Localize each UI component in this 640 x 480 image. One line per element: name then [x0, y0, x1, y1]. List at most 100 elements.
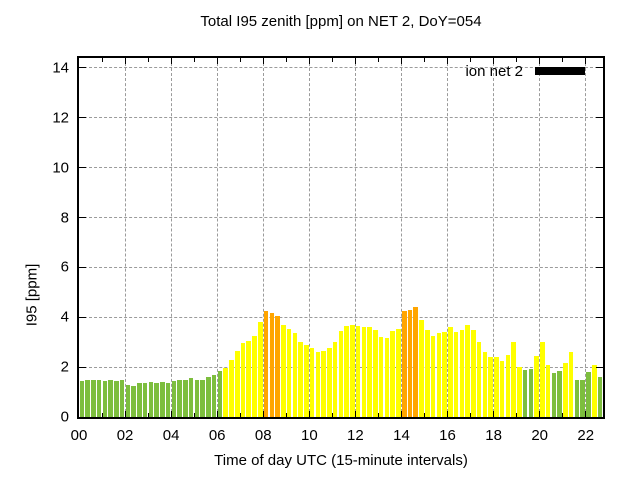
plot-area: ion net 2 I95 [ppm] [24, 56, 605, 419]
bar [96, 380, 102, 417]
x-tick-bottom [124, 411, 126, 417]
v-gridline [216, 58, 218, 417]
v-gridline [400, 58, 402, 417]
x-tick-top [147, 58, 149, 62]
x-tick-top [423, 58, 425, 62]
bar [373, 329, 378, 417]
y-tick-right [596, 67, 603, 69]
x-tick-top [562, 58, 564, 62]
bar [91, 379, 96, 417]
h-gridline [79, 67, 603, 69]
bar [142, 383, 148, 417]
x-tick-top [331, 58, 333, 62]
bar [298, 342, 303, 417]
y-tick-left [79, 316, 86, 318]
bar [281, 324, 286, 417]
bar [401, 311, 407, 417]
y-tick-left [79, 167, 86, 169]
x-tick-bottom [539, 411, 541, 417]
bar [338, 331, 344, 417]
x-axis-tick-label: 14 [393, 427, 410, 444]
x-axis-tick-label: 10 [300, 427, 318, 444]
x-tick-top [216, 58, 218, 64]
h-gridline [79, 117, 603, 119]
bar [286, 328, 292, 417]
bar [108, 380, 113, 417]
bar [563, 363, 568, 417]
x-tick-top [308, 58, 310, 64]
x-tick-top [170, 58, 172, 64]
x-tick-bottom [423, 413, 425, 417]
y-axis-tick-label: 10 [52, 159, 69, 177]
y-axis-tick-label: 8 [60, 209, 69, 227]
bar [263, 311, 269, 417]
bar [309, 348, 315, 417]
x-tick-bottom [262, 411, 264, 417]
h-gridline [79, 217, 603, 219]
x-axis-tick-label: 00 [70, 427, 88, 444]
bar [591, 364, 597, 417]
x-tick-top [447, 58, 449, 64]
x-tick-bottom [400, 411, 402, 417]
bar [211, 374, 217, 417]
x-tick-bottom [585, 411, 587, 417]
bar [119, 379, 125, 417]
y-tick-right [596, 117, 603, 119]
bar [102, 380, 108, 417]
bar [332, 342, 338, 417]
bar [125, 384, 131, 417]
y-axis-tick-label: 2 [60, 358, 69, 376]
v-gridline [493, 58, 495, 417]
bar [430, 335, 436, 417]
bar [367, 327, 372, 417]
legend-label: ion net 2 [465, 62, 523, 80]
x-tick-top [493, 58, 495, 64]
bar [160, 382, 165, 417]
x-axis-tick-label: 02 [116, 427, 134, 444]
bar [114, 380, 119, 417]
x-axis-tick-label: 18 [485, 427, 502, 444]
bar [269, 312, 275, 417]
x-tick-top [285, 58, 287, 62]
bar [246, 340, 252, 417]
bar [568, 352, 574, 417]
x-tick-bottom [470, 413, 472, 417]
x-tick-bottom [354, 411, 356, 417]
bar [419, 319, 424, 417]
bar [206, 377, 211, 417]
y-tick-right [596, 266, 603, 268]
bar [200, 379, 205, 417]
v-gridline [124, 58, 126, 417]
x-tick-bottom [216, 411, 218, 417]
y-tick-right [596, 316, 603, 318]
x-axis-tick-label: 20 [531, 427, 548, 444]
bar [217, 370, 223, 417]
y-tick-left [79, 67, 86, 69]
bar [459, 329, 465, 417]
bar [471, 329, 476, 417]
bar [534, 355, 539, 417]
bar [511, 342, 516, 417]
bar [528, 369, 534, 417]
x-tick-top [101, 58, 103, 62]
bar [574, 379, 580, 417]
x-tick-bottom [562, 413, 564, 417]
bar [390, 331, 395, 417]
bar [327, 348, 332, 417]
bar [361, 327, 367, 417]
bar [424, 329, 430, 417]
y-tick-left [79, 366, 86, 368]
v-gridline [585, 58, 587, 417]
x-tick-top [239, 58, 241, 62]
bar [557, 370, 562, 417]
x-axis-tick-label: 22 [577, 427, 595, 444]
y-tick-right [596, 217, 603, 219]
v-gridline [539, 58, 541, 417]
legend: ion net 2 [465, 62, 585, 80]
bar [154, 383, 159, 417]
bar [551, 373, 557, 417]
bar [540, 342, 545, 417]
bar [177, 379, 182, 417]
bar [229, 359, 234, 417]
x-tick-bottom [239, 413, 241, 417]
